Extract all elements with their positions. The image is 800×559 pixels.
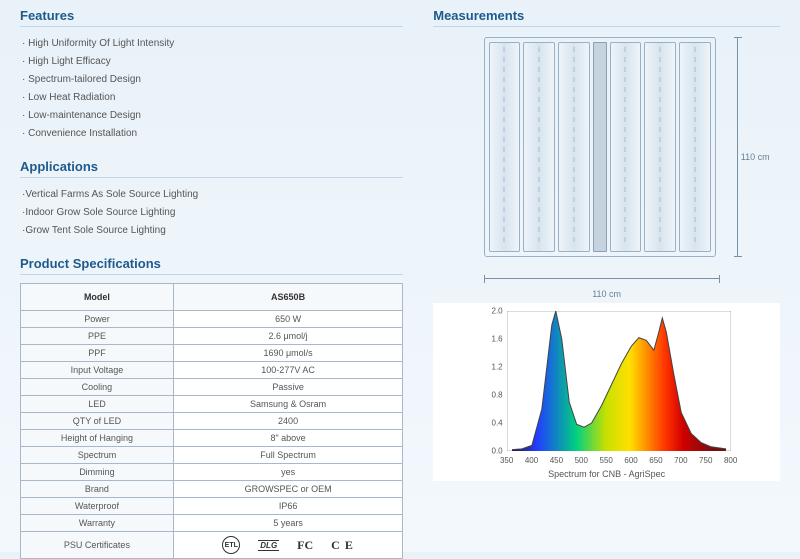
table-row: BrandGROWSPEC or OEM	[21, 481, 403, 498]
spec-label: PPE	[21, 328, 174, 345]
table-row: Warranty5 years	[21, 515, 403, 532]
table-row: Power650 W	[21, 311, 403, 328]
spec-value: 5 years	[173, 515, 402, 532]
spec-value: GROWSPEC or OEM	[173, 481, 402, 498]
fcc-cert-icon: FC	[297, 538, 313, 553]
page: Features · High Uniformity Of Light Inte…	[20, 8, 780, 559]
x-tick-label: 600	[624, 456, 637, 465]
spec-label: Spectrum	[21, 447, 174, 464]
model-header-label: Model	[21, 284, 174, 311]
spec-value: Passive	[173, 379, 402, 396]
height-dimension-label: 110 cm	[741, 152, 770, 162]
x-tick-label: 400	[525, 456, 538, 465]
spec-label: QTY of LED	[21, 413, 174, 430]
led-panel	[484, 37, 716, 257]
spec-value: Samsung & Osram	[173, 396, 402, 413]
y-tick-label: 0.4	[481, 419, 503, 428]
table-row: CoolingPassive	[21, 379, 403, 396]
spec-label: Warranty	[21, 515, 174, 532]
table-row: PPF1690 μmol/s	[21, 345, 403, 362]
spec-label: Power	[21, 311, 174, 328]
measurements-heading: Measurements	[433, 8, 780, 27]
specs-heading: Product Specifications	[20, 256, 403, 275]
spec-label: Dimming	[21, 464, 174, 481]
x-tick-label: 350	[500, 456, 513, 465]
table-row: Input Voltage100-277V AC	[21, 362, 403, 379]
x-tick-label: 500	[575, 456, 588, 465]
spec-label: LED	[21, 396, 174, 413]
spec-label: PPF	[21, 345, 174, 362]
table-header-row: Model AS650B	[21, 284, 403, 311]
list-item: · Spectrum-tailored Design	[22, 71, 403, 89]
applications-list: ·Vertical Farms As Sole Source Lighting·…	[20, 186, 403, 240]
spectrum-chart: 0.0 0.4 0.8 1.2 1.6 2.0 350 400 450 500 550 600 650 7…	[433, 303, 780, 481]
spec-value: 650 W	[173, 311, 402, 328]
y-tick-label: 0.0	[481, 447, 503, 456]
ce-cert-icon: C E	[331, 538, 354, 553]
spec-label: Input Voltage	[21, 362, 174, 379]
dlg-cert-icon: DLG	[258, 540, 279, 551]
y-tick-label: 1.6	[481, 335, 503, 344]
table-row: PPE2.6 μmol/j	[21, 328, 403, 345]
list-item: ·Grow Tent Sole Source Lighting	[22, 222, 403, 240]
cert-row-label: PSU Certificates	[21, 532, 174, 559]
table-row: Height of Hanging8" above	[21, 430, 403, 447]
spec-label: Brand	[21, 481, 174, 498]
spec-label: Height of Hanging	[21, 430, 174, 447]
x-tick-label: 550	[599, 456, 612, 465]
applications-heading: Applications	[20, 159, 403, 178]
dimensions-diagram: 110 cm 110 cm	[472, 37, 742, 277]
x-tick-label: 800	[724, 456, 737, 465]
list-item: · Low Heat Radiation	[22, 89, 403, 107]
list-item: · Low-maintenance Design	[22, 107, 403, 125]
list-item: ·Vertical Farms As Sole Source Lighting	[22, 186, 403, 204]
chart-caption: Spectrum for CNB - AgriSpec	[477, 469, 737, 479]
features-heading: Features	[20, 8, 403, 27]
x-tick-label: 650	[649, 456, 662, 465]
width-dimension-label: 110 cm	[592, 289, 621, 299]
spec-value: 2400	[173, 413, 402, 430]
x-tick-label: 450	[550, 456, 563, 465]
x-tick-label: 750	[699, 456, 712, 465]
height-dimension-line	[737, 37, 738, 257]
etl-cert-icon: ETL	[222, 536, 240, 554]
left-column: Features · High Uniformity Of Light Inte…	[20, 8, 403, 559]
spec-value: 2.6 μmol/j	[173, 328, 402, 345]
table-row: WaterproofIP66	[21, 498, 403, 515]
cert-row-icons: ETL DLG FC C E	[173, 532, 402, 559]
y-tick-label: 1.2	[481, 363, 503, 372]
spec-value: yes	[173, 464, 402, 481]
spec-label: Cooling	[21, 379, 174, 396]
features-list: · High Uniformity Of Light Intensity· Hi…	[20, 35, 403, 143]
spec-value: Full Spectrum	[173, 447, 402, 464]
spec-table: Model AS650B Power650 WPPE2.6 μmol/jPPF1…	[20, 283, 403, 559]
list-item: · High Uniformity Of Light Intensity	[22, 35, 403, 53]
table-row: SpectrumFull Spectrum	[21, 447, 403, 464]
spec-value: 1690 μmol/s	[173, 345, 402, 362]
width-dimension-line	[484, 278, 720, 279]
cert-row: PSU Certificates ETL DLG FC C E	[21, 532, 403, 559]
y-tick-label: 0.8	[481, 391, 503, 400]
model-header-value: AS650B	[173, 284, 402, 311]
list-item: · Convenience Installation	[22, 125, 403, 143]
y-tick-label: 2.0	[481, 307, 503, 316]
list-item: ·Indoor Grow Sole Source Lighting	[22, 204, 403, 222]
spec-value: IP66	[173, 498, 402, 515]
spec-value: 100-277V AC	[173, 362, 402, 379]
spec-label: Waterproof	[21, 498, 174, 515]
table-row: LEDSamsung & Osram	[21, 396, 403, 413]
spec-value: 8" above	[173, 430, 402, 447]
table-row: QTY of LED2400	[21, 413, 403, 430]
x-tick-label: 700	[674, 456, 687, 465]
table-row: Dimmingyes	[21, 464, 403, 481]
list-item: · High Light Efficacy	[22, 53, 403, 71]
right-column: Measurements 110 cm 110 cm 0.0 0.4 0.8 1.2 1…	[433, 8, 780, 559]
